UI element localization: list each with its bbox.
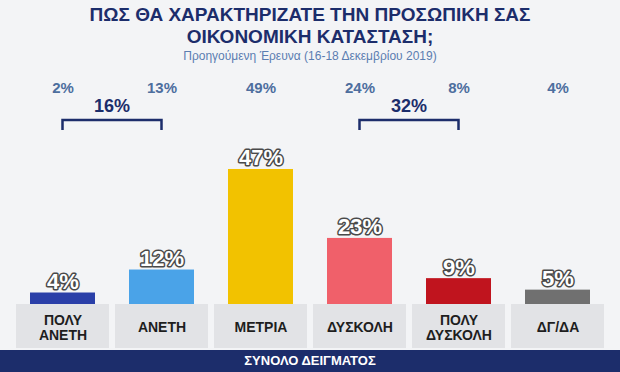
svg-text:ΠΟΛΥΔΥΣΚΟΛΗ: ΠΟΛΥΔΥΣΚΟΛΗ [426, 312, 492, 343]
svg-text:32%: 32% [391, 96, 427, 116]
svg-text:ΜΕΤΡΙΑ: ΜΕΤΡΙΑ [235, 319, 288, 335]
svg-text:5%: 5% [542, 266, 574, 291]
svg-text:16%: 16% [94, 96, 130, 116]
svg-text:23%: 23% [338, 214, 382, 239]
html-text:ΣΥΝΟΛΟ ΔΕΙΓΜΑΤΟΣ: ΣΥΝΟΛΟ ΔΕΙΓΜΑΤΟΣ [244, 353, 376, 368]
svg-text:ΔΥΣΚΟΛΗ: ΔΥΣΚΟΛΗ [327, 319, 393, 335]
html-text:Προηγούμενη Έρευνα (16-18 Δεκε: Προηγούμενη Έρευνα (16-18 Δεκεμβρίου 201… [183, 49, 437, 63]
svg-text:47%: 47% [239, 145, 283, 170]
svg-text:4%: 4% [47, 269, 79, 294]
html-text:ΠΩΣ ΘΑ ΧΑΡΑΚΤΗΡΙΖΑΤΕ ΤΗΝ ΠΡΟΣΩ: ΠΩΣ ΘΑ ΧΑΡΑΚΤΗΡΙΖΑΤΕ ΤΗΝ ΠΡΟΣΩΠΙΚΗ ΣΑΣ Ο… [89, 4, 531, 47]
svg-text:13%13: 13%13 [147, 79, 177, 96]
svg-text:ΠΟΛΥΑΝΕΤΗ: ΠΟΛΥΑΝΕΤΗ [39, 312, 87, 343]
svg-text:4%4: 4%4 [547, 79, 569, 96]
svg-text:8%8: 8%8 [448, 79, 470, 96]
svg-text:9%: 9% [443, 255, 475, 280]
svg-text:2%2: 2%2 [52, 79, 74, 96]
svg-text:ΑΝΕΤΗ: ΑΝΕΤΗ [138, 319, 186, 335]
svg-text:12%: 12% [140, 246, 184, 271]
svg-text:24%24: 24%24 [345, 79, 375, 96]
svg-text:ΔΓ/ΔΑ: ΔΓ/ΔΑ [537, 319, 580, 335]
svg-text:49%49: 49%49 [246, 79, 276, 96]
